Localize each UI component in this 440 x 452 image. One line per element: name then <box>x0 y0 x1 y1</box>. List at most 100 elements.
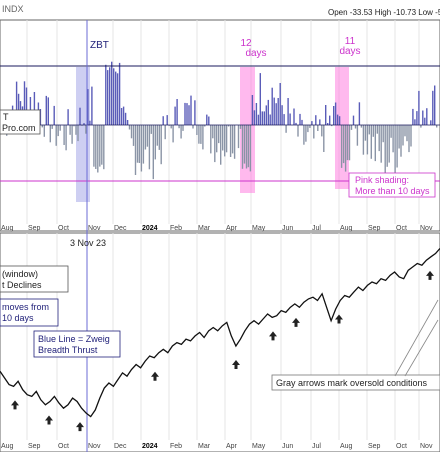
top-x-tick-label: Nov <box>88 225 101 232</box>
histogram-bar <box>233 125 236 159</box>
histogram-bar <box>116 73 119 125</box>
gray-arrows-pointers <box>394 299 439 377</box>
histogram-bar <box>380 125 382 163</box>
histogram-bar <box>251 95 254 125</box>
histogram-bar <box>59 125 61 131</box>
histogram-bar <box>257 114 260 125</box>
bottom-x-tick-label: Apr <box>226 443 238 450</box>
histogram-bar <box>420 125 422 128</box>
histogram-bar <box>146 125 149 147</box>
histogram-bar <box>138 125 141 163</box>
oversold-arrow-icon <box>335 314 343 324</box>
top-x-tick-label: Apr <box>226 225 238 232</box>
histogram-bar <box>414 119 416 125</box>
bottom-x-tick-label: 2024 <box>142 443 158 450</box>
histogram-bar <box>331 125 333 127</box>
histogram-bar <box>51 125 53 129</box>
top-x-tick-label: Feb <box>170 225 182 232</box>
histogram-bar <box>402 125 404 146</box>
histogram-bar <box>301 119 303 125</box>
histogram-bar <box>97 125 99 173</box>
histogram-bar <box>241 125 244 169</box>
top-x-tick-label: Sep <box>28 225 41 232</box>
histogram-bar <box>140 125 143 172</box>
top-x-tick-label: Oct <box>396 225 407 232</box>
histogram-bar <box>192 125 194 129</box>
histogram-bar <box>271 87 273 125</box>
histogram-bar <box>162 116 164 125</box>
histogram-bar <box>376 125 378 134</box>
histogram-bar <box>396 125 398 168</box>
histogram-bar <box>45 95 47 125</box>
histogram-bar <box>17 93 20 125</box>
histogram-bar <box>225 125 228 153</box>
histogram-bar <box>265 105 267 125</box>
left-note-line1: T <box>3 112 9 122</box>
histogram-bar <box>338 116 341 125</box>
top-bars <box>2 61 438 180</box>
top-x-tick-label: Aug <box>340 225 353 232</box>
histogram-bar <box>224 125 226 157</box>
histogram-bar <box>392 125 394 153</box>
histogram-bar <box>340 125 343 168</box>
histogram-bar <box>279 83 281 125</box>
histogram-bar <box>364 125 367 141</box>
histogram-bar <box>348 125 351 161</box>
histogram-bar <box>107 70 109 125</box>
histogram-bar <box>404 125 406 137</box>
histogram-bar <box>190 95 192 125</box>
histogram-bar <box>55 125 57 146</box>
histogram-bar <box>305 125 307 142</box>
histogram-bar <box>218 125 220 144</box>
histogram-bar <box>261 111 263 125</box>
histogram-bar <box>206 114 208 125</box>
histogram-bar <box>154 125 156 160</box>
histogram-bar <box>23 81 26 125</box>
histogram-bar <box>220 125 222 165</box>
price-line <box>0 247 440 418</box>
histogram-bar <box>75 125 77 135</box>
histogram-bar <box>95 125 97 169</box>
oversold-arrow-icon <box>292 317 300 327</box>
histogram-bar <box>247 125 250 168</box>
histogram-bar <box>91 86 93 125</box>
days12-number: 12 <box>240 38 252 49</box>
oversold-arrow-icon <box>45 415 53 425</box>
histogram-bar <box>418 90 420 125</box>
histogram-bar <box>115 71 117 125</box>
histogram-bar <box>172 125 174 143</box>
oversold-arrow-icon <box>76 422 84 432</box>
bottom-x-tick-label: Jul <box>312 443 321 450</box>
histogram-bar <box>408 125 410 153</box>
histogram-bar <box>67 109 69 125</box>
histogram-bar <box>47 97 49 125</box>
histogram-bar <box>118 62 121 125</box>
histogram-bar <box>239 125 242 129</box>
bottom-x-tick-label: Oct <box>396 443 407 450</box>
histogram-bar <box>79 107 81 125</box>
histogram-bar <box>426 108 428 125</box>
histogram-bar <box>103 125 105 170</box>
histogram-bar <box>249 125 252 172</box>
histogram-bar <box>57 125 59 137</box>
histogram-bar <box>283 114 285 125</box>
histogram-bar <box>152 125 154 180</box>
histogram-bar <box>214 125 216 163</box>
histogram-bar <box>43 125 45 137</box>
histogram-bar <box>366 125 369 155</box>
histogram-bar <box>329 115 331 125</box>
bottom-x-tick-label: Jun <box>282 443 293 450</box>
moves-note-line1: moves from <box>2 302 49 312</box>
histogram-bar <box>394 125 396 174</box>
histogram-bar <box>109 67 111 125</box>
bottom-x-tick-label: Oct <box>58 443 69 450</box>
histogram-bar <box>259 73 261 125</box>
histogram-bar <box>134 125 137 175</box>
top-x-axis-ticks: Aug Sep Oct Nov Dec 2024 Feb Mar Apr May Jun Jul Aug… <box>1 225 433 232</box>
histogram-bar <box>287 98 289 125</box>
histogram-bar <box>333 106 335 125</box>
days11-word: days <box>339 46 360 57</box>
histogram-bar <box>25 87 28 125</box>
histogram-bar <box>352 115 355 125</box>
histogram-bar <box>158 125 160 150</box>
